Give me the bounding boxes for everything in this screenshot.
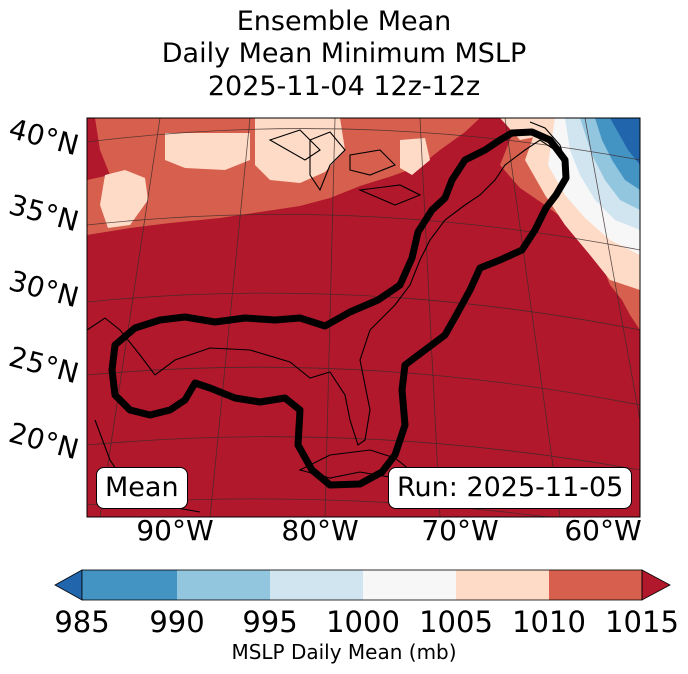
colorbar-tick-1005: 1005: [419, 605, 493, 639]
field-ge-1015-west: [87, 118, 110, 180]
colorbar-1005-1010: [456, 570, 549, 600]
graticule: [87, 118, 640, 517]
colorbar-frame: [81, 569, 643, 601]
lon-label-90w: 90°W: [136, 514, 214, 547]
lon-label-60w: 60°W: [564, 514, 642, 547]
colorbar-tick-1000: 1000: [326, 605, 400, 639]
mean-label-box: Mean: [96, 467, 188, 509]
colorbar-1000-1005: [363, 570, 456, 600]
colorbar-990-995: [177, 570, 270, 600]
run-label-box: Run: 2025-11-05: [388, 467, 633, 509]
colorbar-extend-low: [54, 569, 83, 601]
field-1005-1010-b: [255, 118, 345, 183]
colorbar-tick-1015: 1015: [605, 605, 679, 639]
map-frame: [86, 117, 641, 518]
field-lt-985: [610, 118, 640, 165]
colorbar-tick-1010: 1010: [512, 605, 586, 639]
field-1005-1010-c: [100, 170, 148, 228]
colorbar: [54, 569, 671, 601]
title-line-3: 2025-11-04 12z-12z: [207, 71, 481, 102]
colorbar-1010-1015: [549, 570, 642, 600]
field-ge-1015: [87, 118, 640, 517]
title-line-2: Daily Mean Minimum MSLP: [161, 38, 527, 69]
colorbar-tick-995: 995: [242, 605, 298, 639]
field-1005-1010-a: [165, 133, 250, 170]
colorbar-985-990: [82, 570, 177, 600]
colorbar-extend-high: [641, 569, 671, 601]
colorbar-tick-985: 985: [54, 605, 110, 639]
ensemble-contour: [108, 128, 570, 489]
lon-label-80w: 80°W: [281, 514, 359, 547]
colorbar-tick-990: 990: [149, 605, 205, 639]
colorbar-995-1000: [270, 570, 363, 600]
lon-label-70w: 70°W: [421, 514, 499, 547]
title-line-1: Ensemble Mean: [236, 6, 452, 37]
colorbar-label: MSLP Daily Mean (mb): [231, 640, 457, 664]
